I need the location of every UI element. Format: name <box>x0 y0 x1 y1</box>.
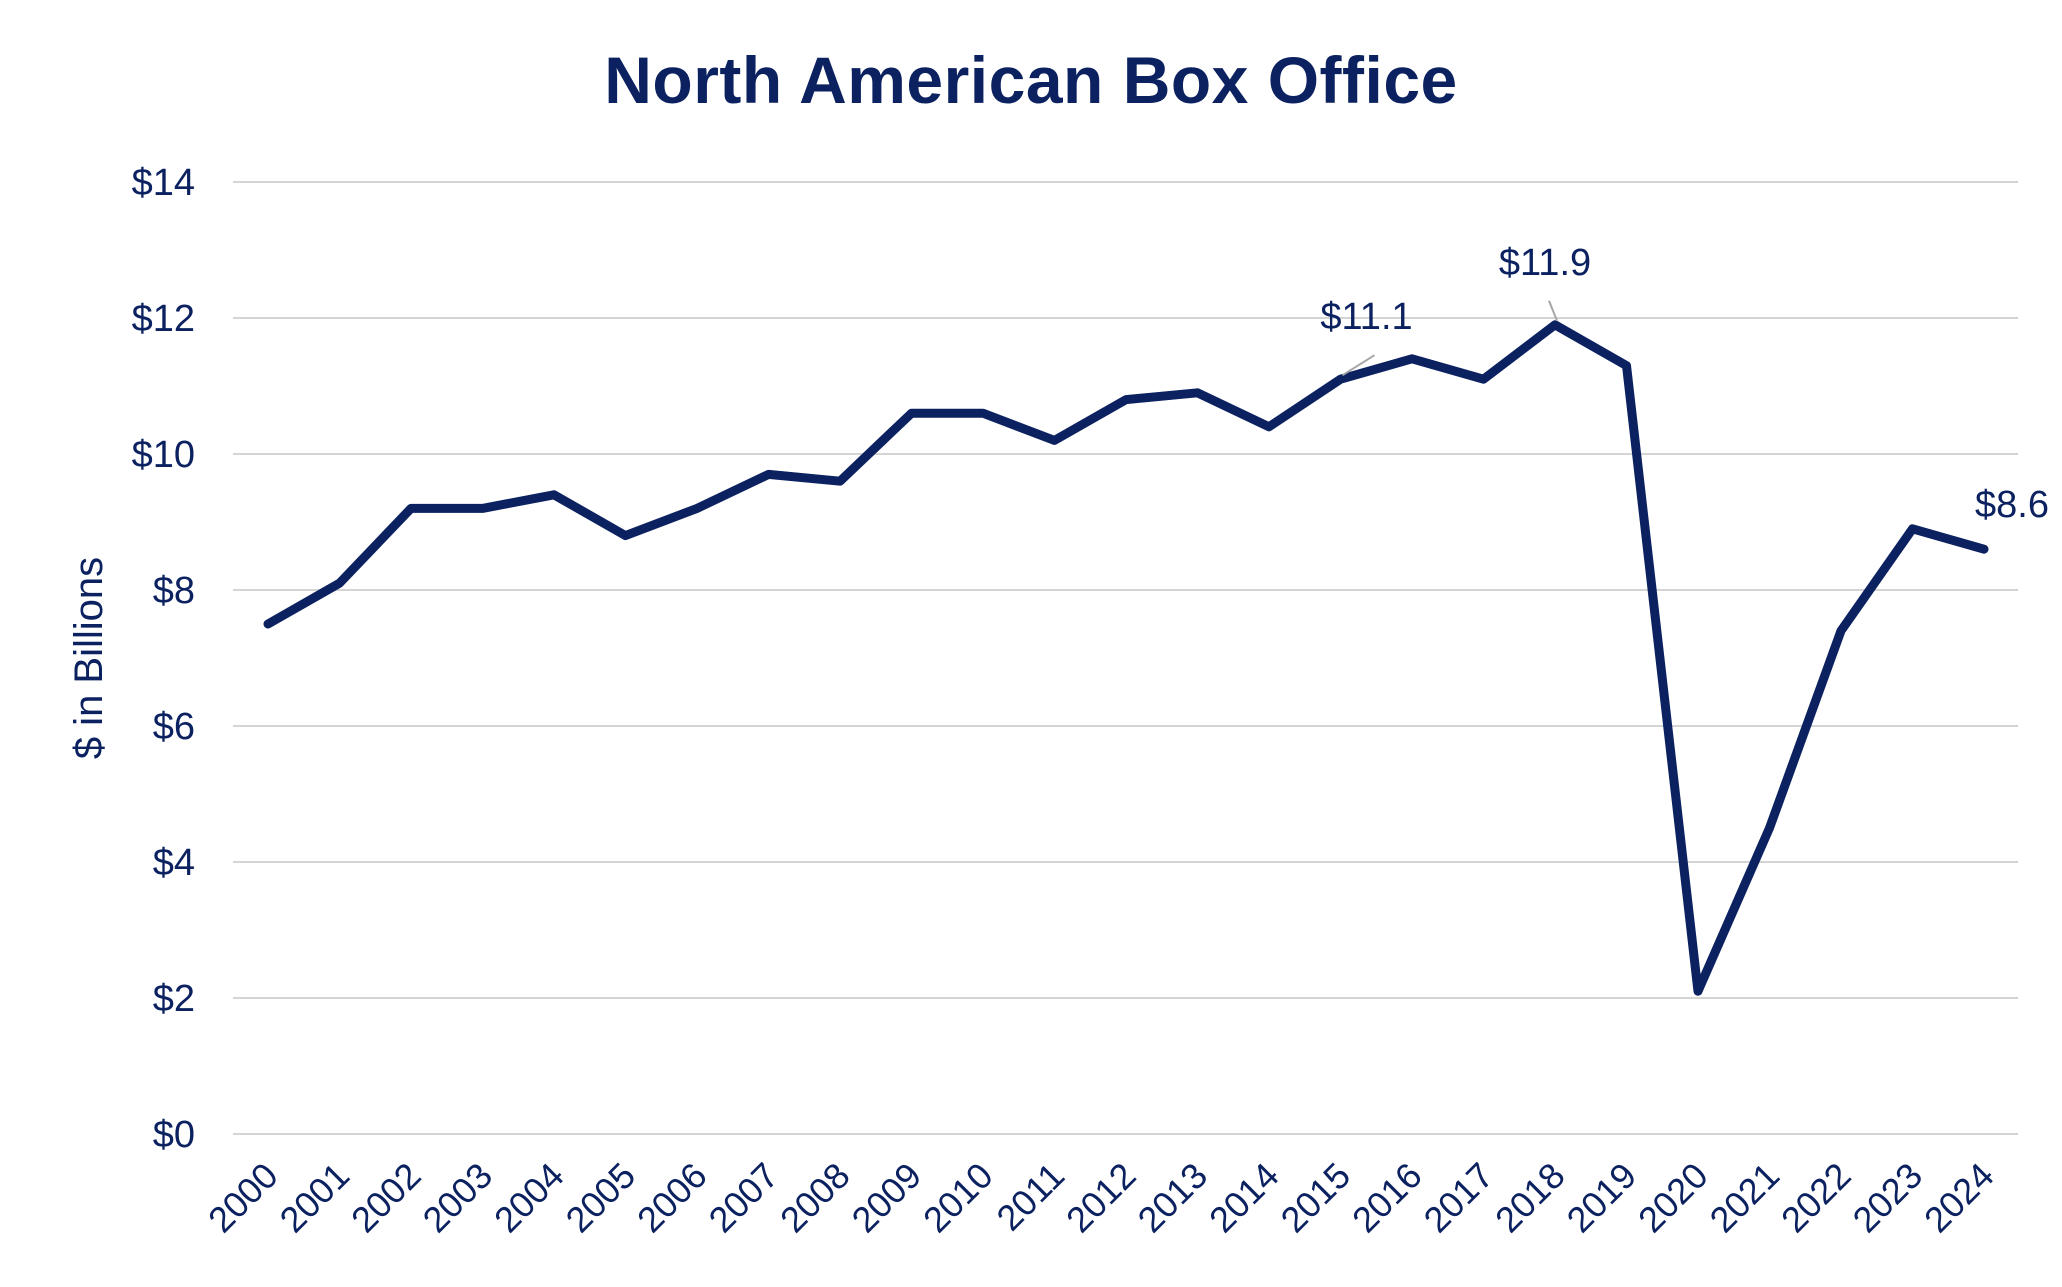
gridlines <box>233 181 2018 1135</box>
x-tick-label: 2011 <box>988 1155 1072 1239</box>
x-tick-label: 2016 <box>1344 1155 1430 1241</box>
x-tick-label: 2017 <box>1416 1155 1502 1241</box>
x-tick-label: 2014 <box>1201 1155 1287 1241</box>
x-tick-label: 2006 <box>629 1155 715 1241</box>
y-tick-label: $14 <box>132 162 195 204</box>
x-tick-label: 2010 <box>915 1155 1001 1241</box>
x-tick-label: 2024 <box>1916 1155 2002 1241</box>
x-tick-label: 2004 <box>486 1155 572 1241</box>
x-tick-label: 2015 <box>1273 1155 1359 1241</box>
annotations: $11.1 $11.9 $8.6 <box>1320 242 2049 526</box>
y-tick-label: $6 <box>153 706 195 748</box>
leader-line <box>1548 300 1558 322</box>
x-tick-label: 2008 <box>772 1155 858 1241</box>
series-line <box>263 320 1989 996</box>
x-tick-label: 2000 <box>200 1155 286 1241</box>
y-axis-label: $ in Billions <box>67 557 111 759</box>
x-tick-label: 2018 <box>1487 1155 1573 1241</box>
series-layer <box>263 320 1989 996</box>
data-label: $8.6 <box>1975 484 2049 526</box>
y-tick-label: $2 <box>153 978 195 1020</box>
x-tick-label: 2012 <box>1058 1155 1144 1241</box>
x-tick-label: 2013 <box>1130 1155 1216 1241</box>
x-tick-label: 2002 <box>343 1155 429 1241</box>
x-tick-label: 2001 <box>272 1155 358 1241</box>
data-label: $11.1 <box>1320 296 1412 338</box>
chart-title: North American Box Office <box>604 43 1458 117</box>
x-tick-label: 2009 <box>844 1155 930 1241</box>
y-tick-label: $4 <box>153 842 195 884</box>
x-tick-label: 2007 <box>701 1155 787 1241</box>
y-tick-label: $0 <box>153 1114 195 1156</box>
leader-line <box>1341 354 1376 377</box>
x-tick-label: 2020 <box>1630 1155 1716 1241</box>
x-tick-label: 2003 <box>415 1155 501 1241</box>
x-tick-label: 2022 <box>1773 1155 1859 1241</box>
x-tick-label: 2005 <box>558 1155 644 1241</box>
data-label: $11.9 <box>1499 242 1591 284</box>
y-axis-ticks: $0 $2 $4 $6 $8 $10 $12 $14 <box>132 162 195 1156</box>
x-tick-label: 2023 <box>1845 1155 1931 1241</box>
y-tick-label: $10 <box>132 434 195 476</box>
y-tick-label: $8 <box>153 570 195 612</box>
x-axis-ticks: 2000200120022003200420052006200720082009… <box>200 1155 2002 1241</box>
y-tick-label: $12 <box>132 298 195 340</box>
x-tick-label: 2019 <box>1559 1155 1645 1241</box>
x-tick-label: 2021 <box>1702 1155 1788 1241</box>
